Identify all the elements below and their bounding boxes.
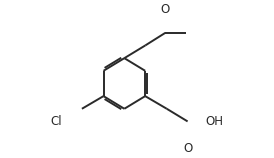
Text: O: O	[161, 3, 170, 16]
Text: Cl: Cl	[50, 115, 62, 128]
Circle shape	[159, 10, 171, 22]
Circle shape	[56, 115, 68, 127]
Text: O: O	[183, 142, 192, 155]
Circle shape	[199, 115, 212, 127]
Text: OH: OH	[206, 115, 224, 128]
Circle shape	[182, 136, 193, 148]
